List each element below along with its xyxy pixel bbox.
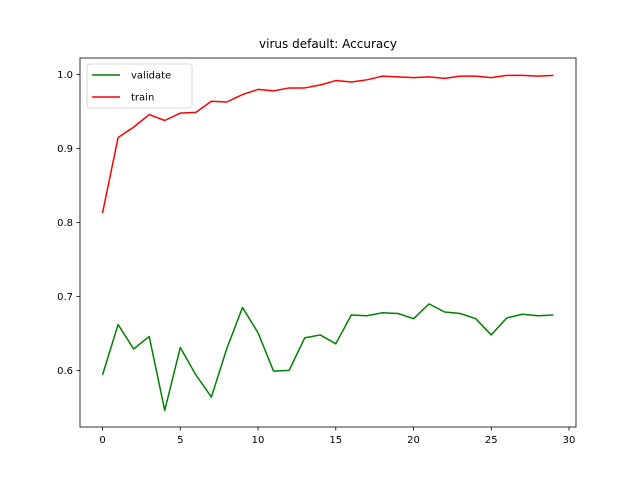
x-tick-label: 5	[177, 435, 183, 446]
chart-title: virus default: Accuracy	[259, 37, 397, 51]
plot-frame	[79, 57, 577, 428]
series-lines	[101, 74, 554, 412]
x-tick-label: 30	[563, 435, 576, 446]
y-tick-label: 0.9	[57, 144, 73, 155]
legend: validate train	[86, 63, 193, 109]
y-tick-label: 0.6	[57, 366, 73, 377]
legend-label-validate: validate	[131, 71, 171, 82]
x-tick-label: 10	[252, 435, 265, 446]
y-tick-label: 0.8	[57, 218, 73, 229]
axis-ticks: 0 5 10 15 20 25 30 0.6 0.7 0.8 0.9 1.0	[57, 70, 575, 446]
x-tick-label: 15	[329, 435, 342, 446]
x-tick-label: 25	[485, 435, 498, 446]
y-tick-label: 0.7	[57, 292, 73, 303]
x-tick-label: 20	[407, 435, 420, 446]
legend-label-train: train	[131, 93, 154, 104]
y-tick-label: 1.0	[57, 70, 73, 81]
validate-series-line	[101, 303, 554, 412]
x-tick-label: 0	[99, 435, 105, 446]
train-series-line	[101, 74, 554, 214]
